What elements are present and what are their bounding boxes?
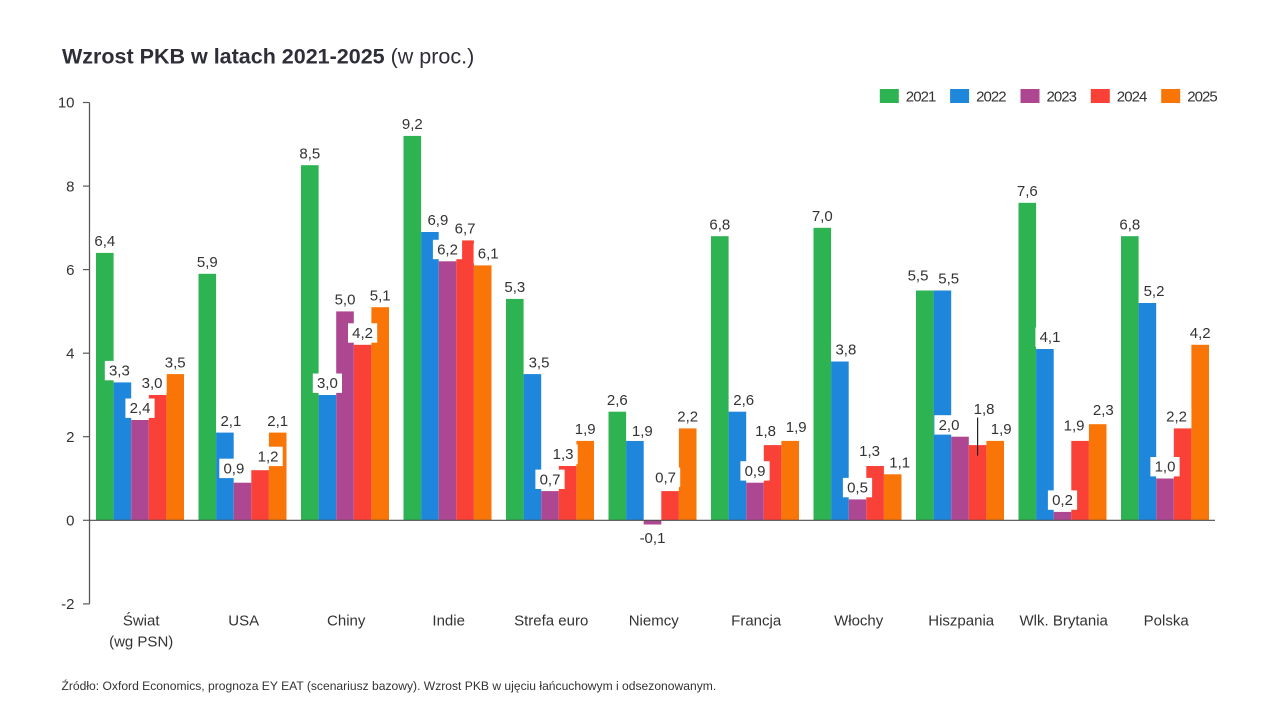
svg-text:0,7: 0,7 xyxy=(655,469,676,486)
svg-text:4,1: 4,1 xyxy=(1040,329,1061,346)
svg-text:1,0: 1,0 xyxy=(1155,459,1176,476)
svg-text:0,5: 0,5 xyxy=(847,480,868,497)
svg-text:6,8: 6,8 xyxy=(1119,216,1140,233)
svg-text:0,9: 0,9 xyxy=(223,460,244,477)
svg-text:6,9: 6,9 xyxy=(427,212,448,229)
svg-text:3,3: 3,3 xyxy=(109,363,130,380)
svg-text:8: 8 xyxy=(66,178,74,195)
svg-text:6,1: 6,1 xyxy=(478,246,499,263)
svg-text:3,8: 3,8 xyxy=(835,342,856,359)
svg-text:1,1: 1,1 xyxy=(889,455,910,472)
svg-text:2,0: 2,0 xyxy=(939,417,960,434)
svg-text:0,2: 0,2 xyxy=(1052,492,1073,509)
svg-text:(wg PSN): (wg PSN) xyxy=(109,634,173,651)
svg-text:6: 6 xyxy=(66,262,74,279)
svg-text:1,9: 1,9 xyxy=(575,421,596,438)
svg-text:6,7: 6,7 xyxy=(455,221,476,238)
svg-text:-0,1: -0,1 xyxy=(640,530,666,547)
svg-text:USA: USA xyxy=(228,613,259,630)
svg-text:3,5: 3,5 xyxy=(165,354,186,371)
svg-text:Wlk. Brytania: Wlk. Brytania xyxy=(1020,613,1109,630)
svg-text:4,2: 4,2 xyxy=(352,325,373,342)
svg-text:Strefa euro: Strefa euro xyxy=(514,613,588,630)
svg-text:3,5: 3,5 xyxy=(529,354,550,371)
svg-text:2,1: 2,1 xyxy=(267,413,288,430)
svg-text:5,1: 5,1 xyxy=(370,287,391,304)
svg-text:6,2: 6,2 xyxy=(437,242,458,259)
svg-text:Chiny: Chiny xyxy=(327,613,366,630)
svg-text:8,5: 8,5 xyxy=(299,145,320,162)
svg-text:0: 0 xyxy=(66,513,74,530)
svg-text:-2: -2 xyxy=(61,596,74,613)
svg-text:Hiszpania: Hiszpania xyxy=(928,613,995,630)
svg-text:2,6: 2,6 xyxy=(607,392,628,409)
svg-text:Francja: Francja xyxy=(731,613,782,630)
svg-text:3,0: 3,0 xyxy=(317,375,338,392)
svg-text:2,6: 2,6 xyxy=(733,392,754,409)
svg-text:3,0: 3,0 xyxy=(142,375,163,392)
svg-text:1,8: 1,8 xyxy=(974,401,995,418)
svg-text:2023: 2023 xyxy=(1047,89,1077,106)
svg-text:2,2: 2,2 xyxy=(1166,409,1187,426)
svg-text:6,8: 6,8 xyxy=(709,216,730,233)
svg-text:5,9: 5,9 xyxy=(197,254,218,271)
svg-text:5,0: 5,0 xyxy=(335,292,356,309)
svg-text:9,2: 9,2 xyxy=(402,116,423,133)
svg-text:2,1: 2,1 xyxy=(220,413,241,430)
svg-text:2025: 2025 xyxy=(1187,89,1217,106)
svg-text:2: 2 xyxy=(66,429,74,446)
svg-text:Świat: Świat xyxy=(123,612,161,630)
svg-text:5,3: 5,3 xyxy=(504,279,525,296)
svg-text:1,2: 1,2 xyxy=(258,448,279,465)
svg-text:Niemcy: Niemcy xyxy=(629,613,680,630)
svg-text:Polska: Polska xyxy=(1144,613,1190,630)
svg-text:2,3: 2,3 xyxy=(1093,402,1114,419)
svg-text:1,9: 1,9 xyxy=(1064,417,1085,434)
svg-text:0,7: 0,7 xyxy=(540,471,561,488)
svg-text:Włochy: Włochy xyxy=(834,613,884,630)
svg-text:1,9: 1,9 xyxy=(786,419,807,436)
svg-text:5,5: 5,5 xyxy=(908,268,929,285)
svg-text:2,4: 2,4 xyxy=(130,400,151,417)
svg-text:1,3: 1,3 xyxy=(859,443,880,460)
svg-text:10: 10 xyxy=(58,95,75,112)
svg-text:7,0: 7,0 xyxy=(812,208,833,225)
svg-text:1,9: 1,9 xyxy=(632,423,653,440)
svg-text:2024: 2024 xyxy=(1117,89,1147,106)
svg-text:4: 4 xyxy=(66,345,74,362)
svg-text:1,9: 1,9 xyxy=(991,421,1012,438)
svg-text:5,5: 5,5 xyxy=(938,271,959,288)
svg-text:2021: 2021 xyxy=(906,89,936,106)
svg-text:2022: 2022 xyxy=(976,89,1006,106)
svg-text:1,3: 1,3 xyxy=(553,446,574,463)
svg-text:Źródło: Oxford Economics, prog: Źródło: Oxford Economics, prognoza EY EA… xyxy=(62,678,717,693)
svg-text:0,9: 0,9 xyxy=(745,463,766,480)
svg-text:1,8: 1,8 xyxy=(755,423,776,440)
svg-text:2,2: 2,2 xyxy=(677,409,698,426)
svg-text:5,2: 5,2 xyxy=(1144,283,1165,300)
svg-text:7,6: 7,6 xyxy=(1017,183,1038,200)
svg-text:Wzrost PKB w latach 2021-2025: Wzrost PKB w latach 2021-2025 (w proc.) xyxy=(62,45,474,69)
svg-text:4,2: 4,2 xyxy=(1190,325,1211,342)
svg-text:Indie: Indie xyxy=(432,613,465,630)
svg-text:6,4: 6,4 xyxy=(94,233,115,250)
